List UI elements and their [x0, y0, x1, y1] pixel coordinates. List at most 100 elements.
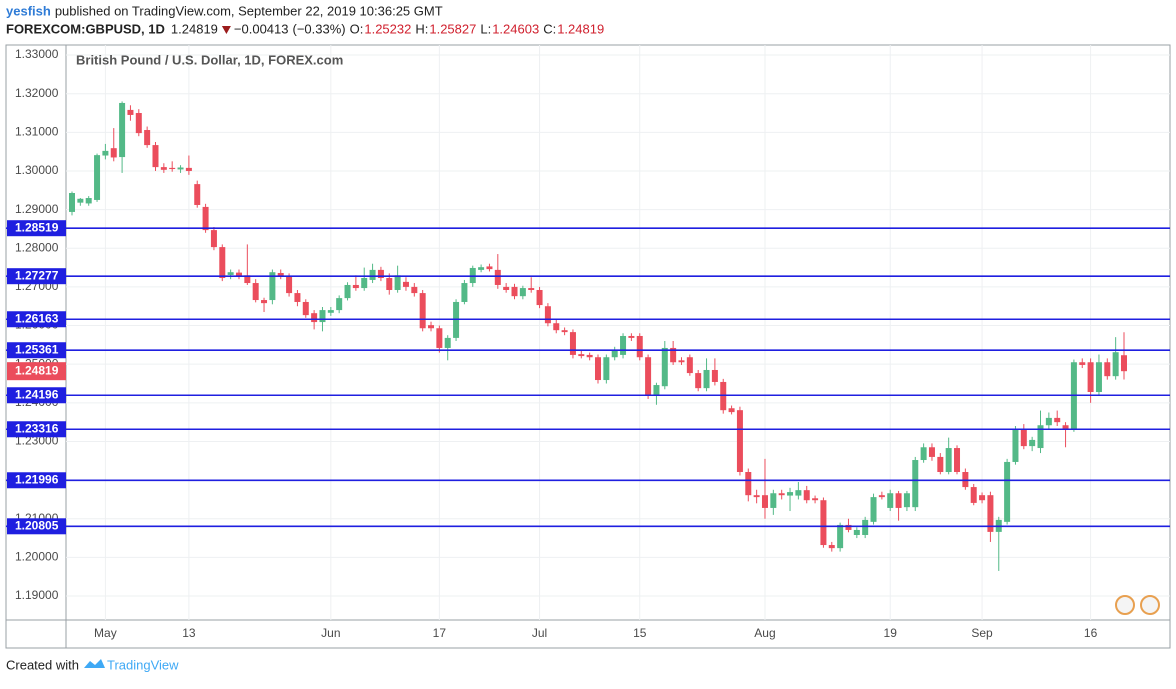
candle-body: [653, 385, 660, 396]
candle-body: [636, 335, 643, 358]
candle-body: [728, 408, 735, 413]
ohlc-value: 1.24819: [557, 21, 604, 36]
y-tick-label: 1.33000: [15, 47, 59, 61]
x-tick-label: 17: [433, 626, 447, 640]
y-tick-label: 1.20000: [15, 550, 59, 564]
candle-body: [870, 497, 877, 522]
candle-body: [277, 272, 284, 276]
candle-body: [628, 335, 635, 338]
candle-body: [528, 288, 535, 290]
level-tag: [7, 311, 66, 328]
footer-brand[interactable]: TradingView: [107, 657, 179, 672]
candle-body: [160, 167, 167, 170]
candle-body: [436, 328, 443, 348]
candle-body: [135, 113, 142, 134]
x-tick-label: May: [94, 626, 117, 640]
candle-body: [503, 286, 510, 290]
candle-body: [461, 283, 468, 302]
candle-body: [94, 155, 101, 200]
candle-body: [1054, 417, 1061, 423]
candle-body: [486, 266, 493, 270]
change-pct: (−0.33%): [293, 21, 346, 36]
candle-body: [970, 487, 977, 503]
candle-body: [828, 545, 835, 549]
candle-body: [803, 490, 810, 501]
candle-body: [862, 519, 869, 535]
candle-body: [1029, 439, 1036, 447]
publisher[interactable]: yesfish: [6, 3, 51, 18]
candle-body: [411, 286, 418, 294]
candle-body: [336, 298, 343, 311]
candle-body: [954, 448, 961, 472]
candle-body: [878, 495, 885, 498]
candle-body: [177, 167, 184, 170]
candle-body: [377, 269, 384, 279]
candle-body: [428, 325, 435, 329]
level-label: 1.27277: [15, 268, 59, 282]
x-tick-label: Sep: [971, 626, 993, 640]
level-label: 1.28519: [15, 220, 59, 234]
candle-body: [711, 369, 718, 382]
price-tag-label: 1.24819: [15, 363, 59, 377]
candle-body: [327, 310, 334, 313]
candle-body: [119, 102, 126, 158]
flag-icon[interactable]: [1140, 595, 1160, 615]
candle-body: [703, 369, 710, 389]
candle-body: [987, 495, 994, 532]
ohlc-label: O:: [350, 21, 364, 36]
candle-body: [920, 447, 927, 461]
chart-frame: [5, 44, 1171, 649]
candle-body: [1004, 461, 1011, 522]
candle-body: [227, 272, 234, 275]
candle-body: [745, 471, 752, 496]
candle-body: [1062, 425, 1069, 430]
y-tick-label: 1.31000: [15, 125, 59, 139]
candles: [69, 101, 1127, 571]
candle-body: [311, 313, 318, 323]
candle-body: [235, 272, 242, 276]
candle-body: [519, 288, 526, 297]
candle-body: [595, 357, 601, 381]
candle-body: [553, 323, 560, 331]
candle-body: [169, 167, 176, 170]
candle-body: [845, 524, 852, 530]
candle-body: [302, 301, 309, 316]
candle-body: [561, 330, 568, 333]
candle-body: [611, 350, 618, 358]
candle-body: [444, 337, 451, 348]
candle-body: [1045, 417, 1052, 426]
candle-body: [645, 357, 652, 396]
candle-body: [603, 357, 610, 381]
candle-body: [695, 373, 702, 389]
candle-body: [928, 447, 935, 457]
y-tick-label: 1.30000: [15, 163, 59, 177]
level-tag: [7, 387, 66, 404]
candle-body: [110, 148, 117, 158]
candle-body: [569, 332, 576, 355]
x-tick-label: Aug: [754, 626, 775, 640]
y-tick-label: 1.32000: [15, 86, 59, 100]
ohlc-label: C:: [543, 21, 556, 36]
published-note: published on TradingView.com, September …: [55, 3, 443, 18]
level-label: 1.23316: [15, 421, 59, 435]
level-label: 1.25361: [15, 342, 59, 356]
candle-body: [937, 456, 944, 472]
candle-body: [770, 493, 777, 508]
candle-body: [511, 286, 518, 297]
y-tick-label: 1.28000: [15, 240, 59, 254]
candle-body: [261, 300, 268, 304]
candle-body: [787, 492, 794, 496]
ohlc-label: L:: [480, 21, 491, 36]
candle-body: [1012, 429, 1019, 462]
candle-body: [202, 206, 209, 231]
candle-body: [1112, 352, 1119, 377]
flag-icon[interactable]: [1115, 595, 1135, 615]
candle-body: [369, 269, 376, 280]
level-label: 1.26163: [15, 311, 59, 325]
level-label: 1.21996: [15, 472, 59, 486]
candle-body: [394, 275, 401, 290]
footer-text: Created with: [6, 657, 79, 672]
candle-body: [494, 269, 501, 285]
candle-body: [820, 500, 827, 546]
